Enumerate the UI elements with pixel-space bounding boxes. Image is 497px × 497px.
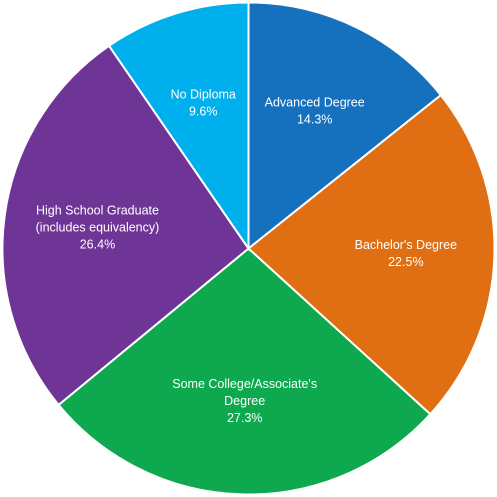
pie-slice-value: 9.6% — [189, 104, 218, 118]
pie-slice-2 — [57, 247, 432, 496]
pie-slice-category: Degree — [224, 394, 265, 408]
pie-slice-category: Advanced Degree — [265, 96, 365, 110]
pie-slice-label-0: Advanced Degree 14.3% — [265, 96, 365, 127]
pie-slice-category: High School Graduate — [36, 203, 159, 217]
pie-slice-value: 14.3% — [297, 113, 332, 127]
pie-slice-value: 26.4% — [80, 237, 115, 251]
pie-slice-category: No Diploma — [171, 87, 236, 101]
pie-slice-3 — [1, 44, 250, 407]
pie-slice-1 — [246, 93, 496, 416]
pie-slice-4 — [107, 1, 250, 252]
pie-slice-label-1: Bachelor's Degree 22.5% — [355, 238, 457, 269]
pie-slice-label-2: Some College/Associate's Degree 27.3% — [172, 377, 317, 425]
pie-labels: Advanced Degree 14.3% Bachelor's Degree 22.… — [36, 87, 457, 425]
pie-slice-category: Bachelor's Degree — [355, 238, 457, 252]
pie-slice-label-3: High School Graduate (includes equivalenc… — [36, 203, 160, 251]
pie-slice-label-4: No Diploma 9.6% — [171, 87, 236, 118]
pie-slice-category: (includes equivalency) — [36, 220, 160, 234]
pie-slice-value: 22.5% — [388, 255, 423, 269]
pie-slice-category: Some College/Associate's — [172, 377, 317, 391]
pie-slice-0 — [247, 1, 443, 251]
pie-slice-value: 27.3% — [227, 411, 262, 425]
